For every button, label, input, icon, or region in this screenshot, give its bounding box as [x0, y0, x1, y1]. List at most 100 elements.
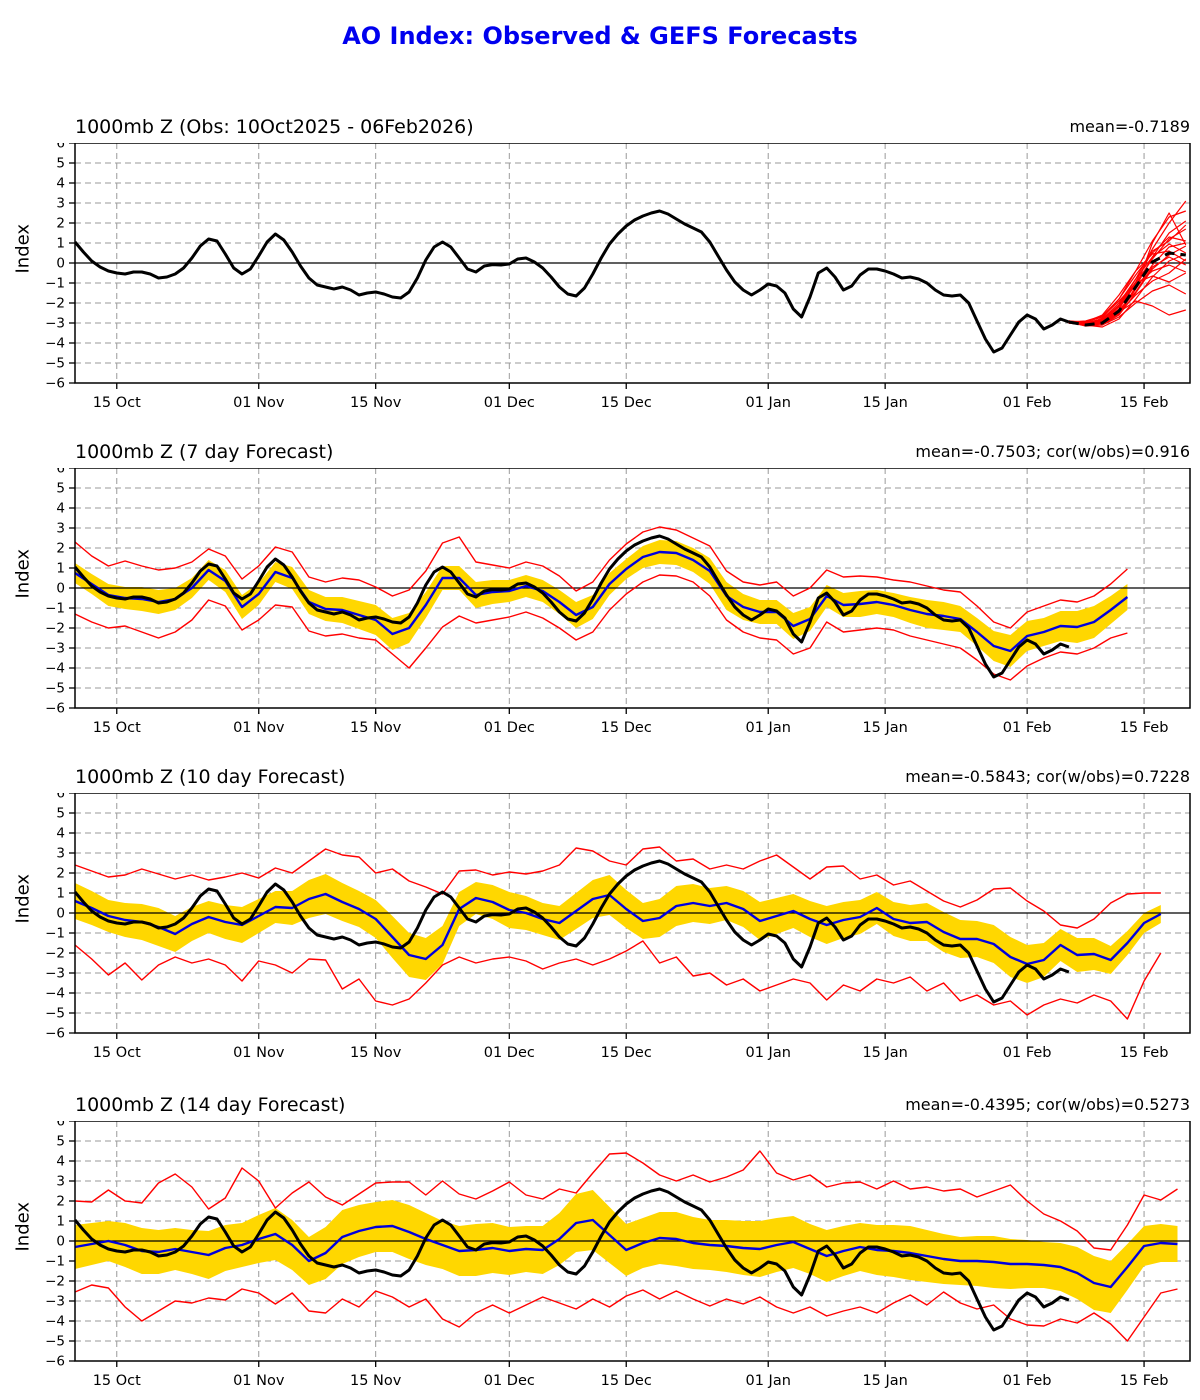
x-tick-label: 01 Dec [484, 720, 535, 736]
panel-plot-3: 6 5 4 3 2 1 0 −1 −2 −3 −4 −5 −6 15 Oct 01 Nov 15 Nov 01 … [45, 1121, 1191, 1389]
y-tick-label: 1 [56, 236, 65, 252]
y-tick-label: −6 [45, 1354, 65, 1370]
y-tick-label: 3 [56, 846, 65, 862]
x-tick-label: 01 Dec [484, 1045, 535, 1061]
y-tick-label: −5 [45, 1006, 65, 1022]
x-tick-label: 15 Dec [601, 395, 652, 411]
x-tick-label: 15 Nov [350, 395, 402, 411]
observed-line [73, 859, 1070, 1004]
x-tick-label: 01 Nov [233, 1373, 285, 1389]
x-tick-label: 15 Oct [93, 1045, 141, 1061]
observed-line [73, 209, 1070, 354]
y-tick-label: 6 [56, 1121, 65, 1130]
panel-stats: mean=-0.7189 [1069, 117, 1190, 136]
panel-plot-0: 6 5 4 3 2 1 0 −1 −2 −3 −4 −5 −6 15 Oct 01 Nov 15 Nov 01 … [45, 143, 1191, 411]
plot-border [74, 143, 1191, 384]
forecast-member-line [1068, 224, 1187, 324]
panel-title: 1000mb Z (Obs: 10Oct2025 - 06Feb2026) [75, 116, 474, 138]
spread-band [75, 540, 1128, 667]
panel-stats: mean=-0.4395; cor(w/obs)=0.5273 [905, 1095, 1190, 1114]
y-tick-label: −2 [45, 946, 65, 962]
envelope-lower-line [74, 574, 1128, 681]
y-tick-label: 2 [56, 866, 65, 882]
x-tick-label: 15 Feb [1120, 1045, 1169, 1061]
envelope-upper-line [74, 526, 1128, 629]
x-tick-label: 15 Jan [862, 395, 907, 411]
panel-title: 1000mb Z (14 day Forecast) [75, 1094, 346, 1116]
y-tick-label: −4 [45, 986, 65, 1002]
y-tick-label: 3 [56, 521, 65, 537]
x-tick-label: 01 Nov [233, 395, 285, 411]
forecast-member-line [1068, 210, 1187, 326]
y-tick-label: 6 [56, 143, 65, 152]
y-tick-label: −4 [45, 661, 65, 677]
y-tick-label: 2 [56, 216, 65, 232]
y-tick-label: 2 [56, 1194, 65, 1210]
y-tick-label: 4 [56, 501, 65, 517]
y-tick-label: −6 [45, 701, 65, 717]
x-tick-label: 01 Jan [746, 1045, 791, 1061]
x-tick-label: 15 Dec [601, 720, 652, 736]
y-tick-label: −1 [45, 601, 65, 617]
plot-border [74, 468, 1191, 709]
y-tick-label: −5 [45, 1334, 65, 1350]
y-tick-label: −1 [45, 926, 65, 942]
observed-line [73, 1187, 1070, 1332]
x-tick-label: 01 Feb [1003, 1373, 1052, 1389]
y-tick-label: −3 [45, 641, 65, 657]
y-tick-label: −2 [45, 296, 65, 312]
y-tick-label: −6 [45, 376, 65, 392]
y-tick-label: 0 [56, 581, 65, 597]
x-tick-label: 01 Jan [746, 1373, 791, 1389]
x-tick-label: 01 Nov [233, 720, 285, 736]
y-tick-label: 4 [56, 826, 65, 842]
x-tick-label: 15 Oct [93, 395, 141, 411]
ensemble-mean-line [74, 550, 1129, 653]
y-tick-label: −2 [45, 621, 65, 637]
panel-title: 1000mb Z (10 day Forecast) [75, 766, 346, 788]
panel-header-2: 1000mb Z (10 day Forecast) mean=-0.5843; … [0, 762, 1200, 788]
y-tick-label: −1 [45, 1254, 65, 1270]
x-tick-label: 15 Feb [1120, 720, 1169, 736]
y-tick-label: −5 [45, 356, 65, 372]
y-tick-label: 4 [56, 176, 65, 192]
panel-stats: mean=-0.7503; cor(w/obs)=0.916 [915, 442, 1190, 461]
x-tick-label: 01 Feb [1003, 1045, 1052, 1061]
x-tick-label: 01 Feb [1003, 395, 1052, 411]
panel-title: 1000mb Z (7 day Forecast) [75, 441, 334, 463]
y-tick-label: −3 [45, 1294, 65, 1310]
y-tick-label: 1 [56, 886, 65, 902]
y-tick-label: 6 [56, 468, 65, 477]
forecast-member-line [1068, 272, 1187, 324]
y-tick-label: 3 [56, 1174, 65, 1190]
y-tick-label: 1 [56, 1214, 65, 1230]
y-tick-label: 1 [56, 561, 65, 577]
plot-border [74, 1121, 1191, 1362]
x-tick-label: 15 Oct [93, 1373, 141, 1389]
y-tick-label: 5 [56, 481, 65, 497]
y-tick-label: −3 [45, 966, 65, 982]
x-tick-label: 15 Dec [601, 1045, 652, 1061]
x-tick-label: 15 Oct [93, 720, 141, 736]
x-tick-label: 15 Feb [1120, 395, 1169, 411]
panel-stats: mean=-0.5843; cor(w/obs)=0.7228 [905, 767, 1190, 786]
y-tick-label: −4 [45, 336, 65, 352]
y-tick-label: 5 [56, 1134, 65, 1150]
x-tick-label: 15 Nov [350, 1373, 402, 1389]
plot-border [74, 793, 1191, 1034]
spread-band [75, 874, 1161, 983]
envelope-upper-line [74, 1150, 1178, 1251]
forecast-mean-dashed-line [1068, 251, 1186, 327]
x-tick-label: 15 Dec [601, 1373, 652, 1389]
y-tick-label: −6 [45, 1026, 65, 1042]
y-tick-label: −3 [45, 316, 65, 332]
page-title: AO Index: Observed & GEFS Forecasts [342, 22, 858, 50]
y-tick-label: 6 [56, 793, 65, 802]
x-tick-label: 15 Nov [350, 720, 402, 736]
forecast-member-line [1068, 236, 1186, 323]
panel-header-3: 1000mb Z (14 day Forecast) mean=-0.4395; … [0, 1090, 1200, 1116]
y-tick-label: −5 [45, 681, 65, 697]
observed-line [73, 534, 1070, 679]
x-tick-label: 01 Nov [233, 1045, 285, 1061]
y-tick-label: 0 [56, 906, 65, 922]
